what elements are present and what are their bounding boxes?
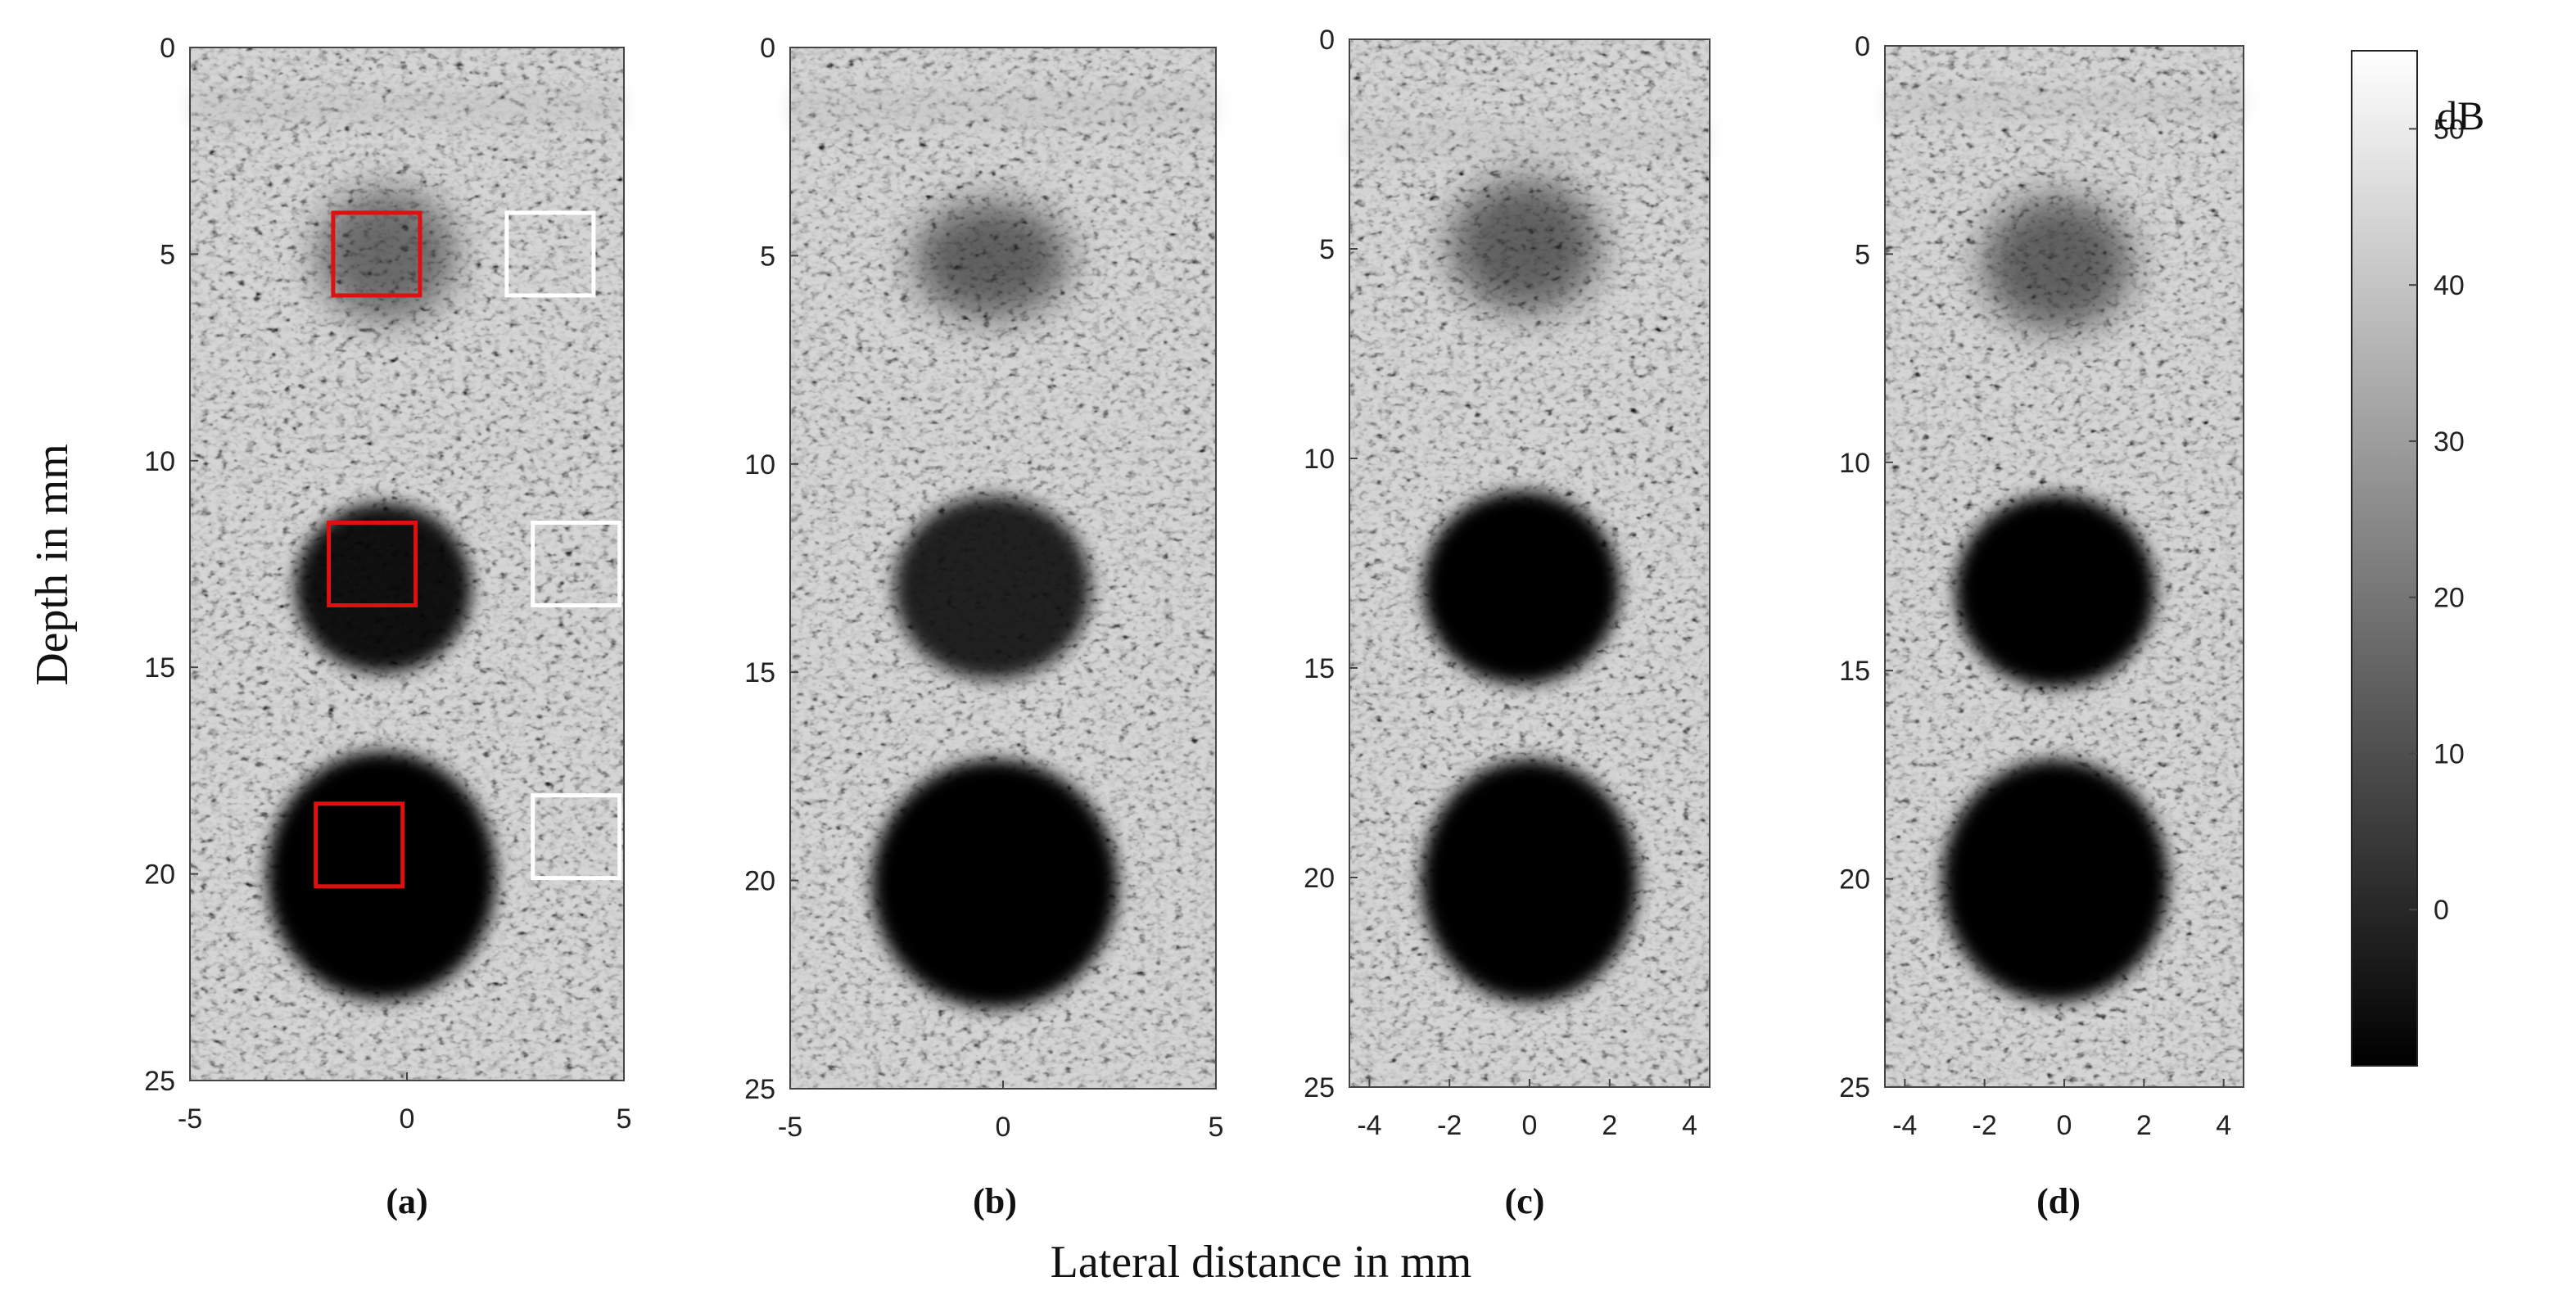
y-axis-title: Depth in mm xyxy=(27,444,78,686)
roi-box-inside-cyst xyxy=(331,210,423,298)
x-tick-label: 5 xyxy=(617,1103,632,1135)
panel-caption: (b) xyxy=(973,1181,1017,1221)
y-tick-label: 5 xyxy=(1319,234,1335,265)
x-tick-label: 0 xyxy=(1522,1110,1538,1141)
x-tick-label: 2 xyxy=(1602,1110,1617,1141)
x-tick-label: 5 xyxy=(1209,1112,1224,1143)
y-tick-label: 20 xyxy=(744,866,775,897)
roi-box-background xyxy=(531,521,622,607)
roi-boxes xyxy=(314,210,622,889)
panel-axes: 0 5 10 15 20 25-5 0 5 (b) xyxy=(744,33,1223,1221)
colorbar-tick-label: 10 xyxy=(2434,738,2465,769)
cyst-large xyxy=(872,760,1118,1008)
bright-surface-band xyxy=(1349,123,1710,157)
cyst-medium xyxy=(295,503,472,673)
panel-d xyxy=(1885,46,2244,1087)
y-tick-label: 25 xyxy=(144,1066,175,1097)
panel-caption: (d) xyxy=(2036,1181,2081,1221)
cyst-small xyxy=(317,190,456,321)
colorbar-tick-label: 40 xyxy=(2434,270,2465,301)
x-tick-label: -5 xyxy=(178,1103,202,1135)
y-tick-label: 0 xyxy=(760,33,775,64)
y-tick-label: 15 xyxy=(144,652,175,684)
colorbar: 50 40 30 20 10 0 dB xyxy=(2351,50,2484,1067)
y-tick-label: 20 xyxy=(144,860,175,891)
roi-box-inside-cyst xyxy=(327,521,418,607)
cyst-medium xyxy=(1955,494,2155,688)
y-tick-label: 10 xyxy=(144,446,175,477)
panel-c xyxy=(1349,39,1710,1087)
x-tick-label: 0 xyxy=(996,1112,1011,1143)
colorbar-tick-label: 0 xyxy=(2434,895,2449,926)
cyst-medium xyxy=(1423,491,1620,684)
panel-caption: (c) xyxy=(1505,1181,1545,1221)
panel-axes: 0 5 10 15 20 25 -4 -2 0 2 4 (d) xyxy=(1839,31,2244,1221)
cyst-large xyxy=(267,751,496,1000)
colorbar-unit-label: dB xyxy=(2437,92,2484,138)
x-tick-label: 0 xyxy=(2057,1110,2072,1141)
colorbar-ticks: 50 40 30 20 10 0 xyxy=(2409,114,2465,926)
y-tick-label: 15 xyxy=(1839,656,1870,687)
y-tick-label: 10 xyxy=(744,449,775,481)
y-tick-label: 5 xyxy=(160,239,175,270)
cyst-small xyxy=(1982,196,2132,331)
colorbar-tick-label: 50 xyxy=(2434,114,2465,145)
roi-box-background xyxy=(531,793,622,881)
bright-surface-band xyxy=(1885,87,2244,120)
y-tick-label: 25 xyxy=(1304,1072,1335,1103)
y-tick-label: 0 xyxy=(160,33,175,64)
y-tick-label: 5 xyxy=(760,241,775,272)
colorbar-tick-label: 30 xyxy=(2434,426,2465,458)
bright-surface-band xyxy=(190,90,624,124)
panel-axes: 0 5 10 15 20 25 -4 -2 0 2 4 (c) xyxy=(1304,25,1711,1221)
y-tick-label: 20 xyxy=(1304,863,1335,894)
y-tick-label: 25 xyxy=(1839,1072,1870,1103)
cyst-large xyxy=(1421,760,1638,1002)
y-tick-label: 15 xyxy=(1304,653,1335,684)
x-tick-label: -2 xyxy=(1973,1110,1997,1141)
cyst-small xyxy=(1449,178,1600,313)
y-tick-label: 25 xyxy=(744,1074,775,1105)
x-tick-label: 4 xyxy=(2216,1110,2231,1141)
bright-surface-band xyxy=(790,88,1216,128)
x-tick-label: -2 xyxy=(1437,1110,1462,1141)
roi-box-background xyxy=(504,210,596,298)
colorbar-gradient xyxy=(2351,50,2418,1067)
x-tick-label: 2 xyxy=(2136,1110,2152,1141)
cyst-small xyxy=(913,201,1069,319)
y-tick-label: 20 xyxy=(1839,864,1870,896)
roi-box-inside-cyst xyxy=(314,801,405,889)
cyst-medium xyxy=(894,496,1091,679)
x-tick-label: -4 xyxy=(1357,1110,1381,1141)
cyst-large xyxy=(1942,760,2168,1002)
x-tick-label: 0 xyxy=(400,1103,415,1135)
y-tick-label: 15 xyxy=(744,657,775,688)
panel-a xyxy=(190,47,624,1081)
panel-b xyxy=(790,47,1216,1089)
panel-axes: 0 5 10 15 20 25-5 0 5 (a) xyxy=(144,33,631,1221)
y-tick-label: 10 xyxy=(1839,448,1870,479)
x-tick-label: 4 xyxy=(1682,1110,1697,1141)
x-tick-label: -4 xyxy=(1892,1110,1917,1141)
panel-caption: (a) xyxy=(386,1181,427,1221)
x-axis-title: Lateral distance in mm xyxy=(1051,1237,1472,1288)
colorbar-tick-label: 20 xyxy=(2434,583,2465,614)
y-tick-label: 0 xyxy=(1319,25,1335,56)
x-tick-label: -5 xyxy=(778,1112,802,1143)
y-tick-label: 5 xyxy=(1855,239,1870,270)
y-tick-label: 10 xyxy=(1304,444,1335,475)
y-tick-label: 0 xyxy=(1855,31,1870,62)
